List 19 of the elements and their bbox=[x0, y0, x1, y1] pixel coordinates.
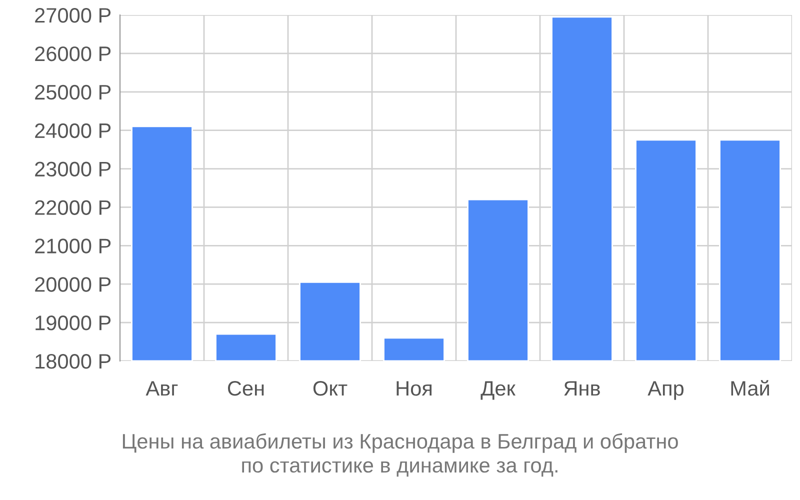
x-tick-label: Май bbox=[731, 380, 769, 396]
y-tick-label: 24000 Р bbox=[35, 123, 111, 138]
y-tick-label: 21000 Р bbox=[35, 238, 111, 254]
y-tick-label: 18000 Р bbox=[36, 354, 111, 369]
y-tick-label: 20000 Р bbox=[35, 277, 111, 292]
x-tick-label: Авг bbox=[146, 381, 178, 396]
x-tick-label: Апр bbox=[648, 381, 684, 400]
y-tick-label: 25000 Р bbox=[35, 84, 111, 100]
y-tick-label: 26000 Р bbox=[35, 46, 111, 62]
x-tick-label: Янв bbox=[564, 381, 600, 396]
y-tick-label: 19000 Р bbox=[36, 316, 111, 330]
x-tick-label: Сен bbox=[228, 380, 264, 396]
y-tick-label: 27000 Р bbox=[35, 8, 111, 23]
x-tick-label: Дек bbox=[480, 381, 516, 400]
text: Цены на авиабилеты из Краснодара в Белград и обратно по статистике в динамике за год. bbox=[122, 433, 678, 477]
x-tick-label: Ноя bbox=[396, 381, 432, 396]
x-tick-label: Окт bbox=[313, 380, 348, 396]
y-tick-label: 22000 Р bbox=[35, 200, 111, 215]
y-tick-label: 23000 Р bbox=[35, 162, 111, 177]
